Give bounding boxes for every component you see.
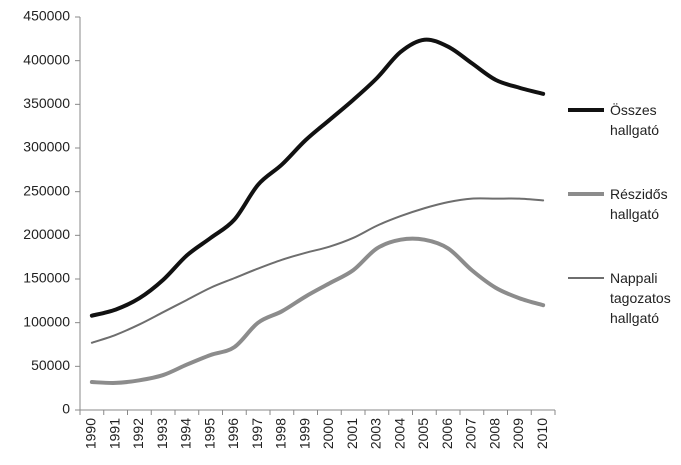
legend-label: Nappali tagozatos hallgató [610,270,671,326]
x-tick-label: 2001 [344,418,360,449]
x-tick-label: 2007 [463,418,479,449]
x-tick-label: 1992 [130,418,146,449]
y-tick-label: 0 [62,401,70,417]
x-tick-label: 1994 [178,418,194,449]
legend-label: Összes hallgató [610,102,660,138]
x-tick-label: 1990 [83,418,99,449]
y-tick-label: 400000 [23,51,70,67]
x-tick-label: 1999 [296,418,312,449]
y-tick-label: 50000 [31,357,70,373]
x-tick-label: 2006 [439,418,455,449]
x-tick-label: 1996 [225,418,241,449]
x-tick-label: 2000 [320,418,336,449]
x-tick-label: 2008 [486,418,502,449]
x-tick-label: 1995 [201,418,217,449]
series-line [89,37,546,318]
y-tick-label: 150000 [23,270,70,286]
y-tick-label: 100000 [23,313,70,329]
series-line [89,236,546,385]
x-tick-label: 2010 [534,418,550,449]
x-tick-label: 1998 [273,418,289,449]
y-tick-label: 350000 [23,95,70,111]
y-tick-label: 250000 [23,182,70,198]
x-tick-label: 1991 [106,418,122,449]
x-tick-label: 2004 [391,418,407,449]
legend-label: Részidős hallgató [610,186,668,222]
series-line [90,197,545,344]
x-tick-label: 2009 [510,418,526,449]
y-tick-label: 300000 [23,139,70,155]
y-tick-label: 450000 [23,8,70,24]
x-tick-label: 2005 [415,418,431,449]
x-tick-label: 1993 [154,418,170,449]
x-tick-label: 1997 [249,418,265,449]
x-tick-label: 2003 [368,418,384,449]
y-tick-label: 200000 [23,226,70,242]
